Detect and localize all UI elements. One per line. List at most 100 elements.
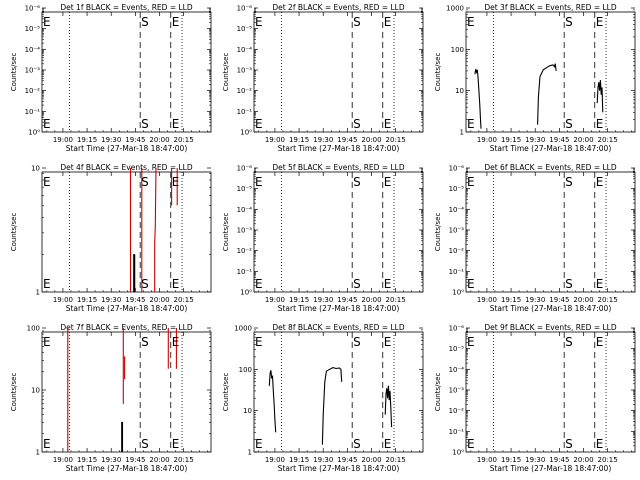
y-tick-label: 10⁻⁶ bbox=[25, 5, 41, 13]
y-tick-label: 10 bbox=[455, 87, 464, 95]
y-tick-label: 10⁻⁵ bbox=[449, 185, 465, 193]
y-axis-label: Counts/sec bbox=[434, 373, 442, 412]
x-tick-label: 19:45 bbox=[337, 456, 357, 464]
saa-marker-label-top: S bbox=[353, 175, 361, 189]
x-tick-label: 19:00 bbox=[265, 296, 285, 304]
x-tick-label: 20:00 bbox=[573, 136, 593, 144]
eclipse-marker-label-top: E bbox=[384, 335, 392, 349]
eclipse-marker-label-top: E bbox=[43, 175, 51, 189]
x-tick-label: 20:00 bbox=[149, 456, 169, 464]
y-axis-label: Counts/sec bbox=[10, 213, 18, 252]
y-tick-label: 100 bbox=[27, 325, 40, 333]
y-axis-label: Counts/sec bbox=[222, 53, 230, 92]
y-tick-label: 10⁰ bbox=[452, 449, 464, 457]
x-tick-label: 19:00 bbox=[53, 136, 73, 144]
y-tick-label: 1000 bbox=[446, 5, 464, 13]
y-tick-label: 10⁻² bbox=[449, 247, 465, 255]
x-axis-label: Start Time (27-Mar-18 18:47:00) bbox=[66, 304, 188, 313]
eclipse-marker-label-top: E bbox=[43, 15, 51, 29]
x-tick-label: 19:45 bbox=[549, 296, 569, 304]
eclipse-marker-label: E bbox=[596, 437, 604, 451]
x-tick-label: 20:00 bbox=[361, 456, 381, 464]
y-tick-label: 10 bbox=[31, 387, 40, 395]
x-tick-label: 20:15 bbox=[174, 456, 194, 464]
y-tick-label: 10⁻³ bbox=[449, 387, 465, 395]
x-tick-label: 19:00 bbox=[265, 136, 285, 144]
y-tick-label: 10⁻⁵ bbox=[25, 25, 41, 33]
y-axis-label: Counts/sec bbox=[10, 373, 18, 412]
eclipse-marker-label-top: E bbox=[596, 175, 604, 189]
events-series-line bbox=[384, 385, 393, 428]
plot-frame bbox=[253, 11, 424, 133]
x-tick-label: 19:15 bbox=[501, 296, 521, 304]
panel-title: Det 6f BLACK = Events, RED = LLD bbox=[484, 163, 617, 172]
eclipse-marker-label: E bbox=[384, 277, 392, 291]
y-tick-label: 10⁻² bbox=[25, 87, 41, 95]
plot-frame bbox=[253, 331, 424, 453]
saa-marker-label-top: S bbox=[141, 15, 149, 29]
saa-marker-label-top: S bbox=[565, 175, 573, 189]
y-tick-label: 10⁻¹ bbox=[25, 108, 41, 116]
x-axis-label: Start Time (27-Mar-18 18:47:00) bbox=[278, 464, 400, 473]
eclipse-marker-label: E bbox=[255, 277, 263, 291]
eclipse-marker-label: E bbox=[43, 117, 51, 131]
x-tick-label: 19:30 bbox=[313, 456, 333, 464]
x-tick-label: 20:00 bbox=[361, 136, 381, 144]
events-series-line bbox=[596, 80, 604, 113]
y-tick-label: 10⁻³ bbox=[25, 67, 41, 75]
x-tick-label: 20:15 bbox=[174, 136, 194, 144]
panel-title: Det 5f BLACK = Events, RED = LLD bbox=[272, 163, 405, 172]
saa-marker-label: S bbox=[353, 277, 361, 291]
x-tick-label: 20:15 bbox=[598, 136, 618, 144]
y-axis-label: Counts/sec bbox=[10, 53, 18, 92]
eclipse-marker-label-top: E bbox=[467, 175, 475, 189]
x-tick-label: 19:15 bbox=[77, 296, 97, 304]
eclipse-marker-label: E bbox=[255, 117, 263, 131]
x-tick-label: 19:45 bbox=[549, 136, 569, 144]
y-tick-label: 10⁻⁴ bbox=[237, 46, 253, 54]
x-tick-label: 19:30 bbox=[101, 136, 121, 144]
x-tick-label: 19:45 bbox=[337, 136, 357, 144]
eclipse-marker-label-top: E bbox=[172, 15, 180, 29]
detector-panel-6: Det 6f BLACK = Events, RED = LLD 10⁰ 10⁻¹ 1… bbox=[434, 163, 636, 313]
y-tick-label: 10⁻⁵ bbox=[237, 25, 253, 33]
eclipse-marker-label-top: E bbox=[43, 335, 51, 349]
y-tick-label: 10⁻¹ bbox=[449, 428, 465, 436]
saa-marker-label: S bbox=[141, 277, 149, 291]
y-tick-label: 10⁻⁶ bbox=[237, 5, 253, 13]
x-tick-label: 19:00 bbox=[265, 456, 285, 464]
x-axis-label: Start Time (27-Mar-18 18:47:00) bbox=[278, 144, 400, 153]
lld-series-line bbox=[154, 167, 157, 292]
y-tick-label: 10⁻¹ bbox=[237, 108, 253, 116]
x-tick-label: 20:15 bbox=[386, 296, 406, 304]
y-tick-label: 1 bbox=[36, 449, 40, 457]
events-series-line bbox=[268, 370, 277, 433]
x-tick-label: 19:45 bbox=[125, 136, 145, 144]
detector-panel-3: Det 3f BLACK = Events, RED = LLD 1 10 100 10… bbox=[434, 3, 636, 153]
eclipse-marker-label: E bbox=[172, 437, 180, 451]
panel-title: Det 7f BLACK = Events, RED = LLD bbox=[60, 323, 193, 332]
y-tick-label: 10⁻⁶ bbox=[237, 165, 253, 173]
plot-frame bbox=[253, 171, 424, 293]
y-tick-label: 10⁻³ bbox=[237, 227, 253, 235]
x-tick-label: 19:00 bbox=[477, 456, 497, 464]
detector-panel-4: Det 4f BLACK = Events, RED = LLD 1 10 19:00… bbox=[10, 163, 212, 313]
eclipse-marker-label: E bbox=[172, 117, 180, 131]
y-tick-label: 10⁰ bbox=[28, 129, 40, 137]
x-tick-label: 20:15 bbox=[386, 136, 406, 144]
x-tick-label: 19:30 bbox=[101, 456, 121, 464]
y-axis-label: Counts/sec bbox=[222, 213, 230, 252]
y-tick-label: 10⁻⁶ bbox=[449, 325, 465, 333]
y-tick-label: 10⁻⁶ bbox=[449, 165, 465, 173]
y-tick-label: 10⁻² bbox=[237, 247, 253, 255]
events-series-line bbox=[537, 63, 557, 125]
saa-marker-label-top: S bbox=[565, 335, 573, 349]
x-axis-label: Start Time (27-Mar-18 18:47:00) bbox=[490, 144, 612, 153]
plot-frame bbox=[41, 171, 212, 293]
y-tick-label: 100 bbox=[239, 366, 252, 374]
y-tick-label: 10⁻⁴ bbox=[449, 206, 465, 214]
plot-frame bbox=[41, 331, 212, 453]
x-tick-label: 19:30 bbox=[525, 456, 545, 464]
eclipse-marker-label-top: E bbox=[172, 335, 180, 349]
detector-panel-7: Det 7f BLACK = Events, RED = LLD 1 10 100 19… bbox=[10, 323, 212, 473]
